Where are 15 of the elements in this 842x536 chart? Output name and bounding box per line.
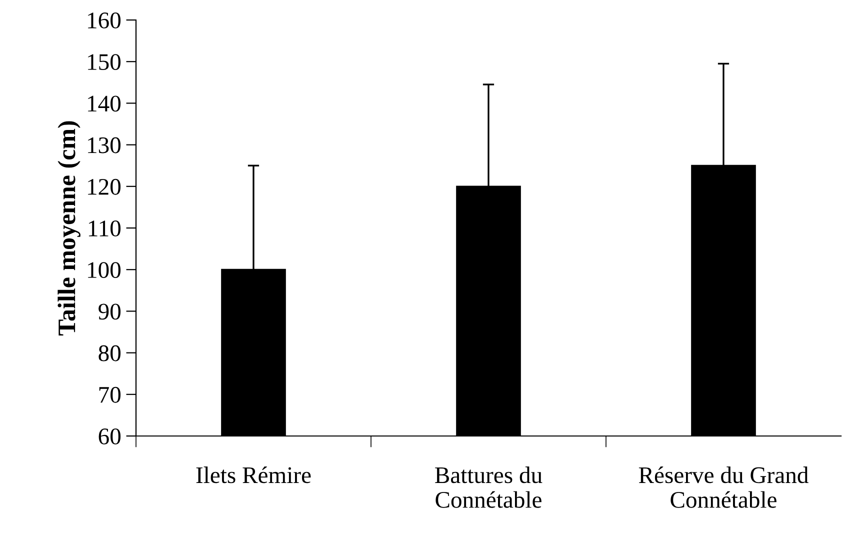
y-tick-label: 160 [88, 12, 121, 28]
y-tick-label: 90 [98, 304, 121, 320]
y-tick-label: 120 [88, 178, 121, 195]
y-tick-label: 130 [88, 137, 121, 154]
y-tick-label: 70 [99, 386, 121, 403]
x-tick-label: Réserve du Grand Connétable [638, 466, 808, 508]
x-tick-label: Battures du Connétable [435, 466, 542, 508]
x-tick-label: Ilets Rémire [196, 466, 311, 484]
y-axis-title: Taille moyenne (cm) [58, 121, 80, 336]
y-tick-label: 150 [88, 54, 121, 70]
y-tick-label: 100 [88, 262, 121, 278]
y-tick-label: 110 [88, 220, 121, 236]
y-tick-label: 80 [98, 345, 121, 362]
y-tick-label: 140 [88, 96, 121, 112]
y-tick-label: 60 [98, 428, 121, 444]
